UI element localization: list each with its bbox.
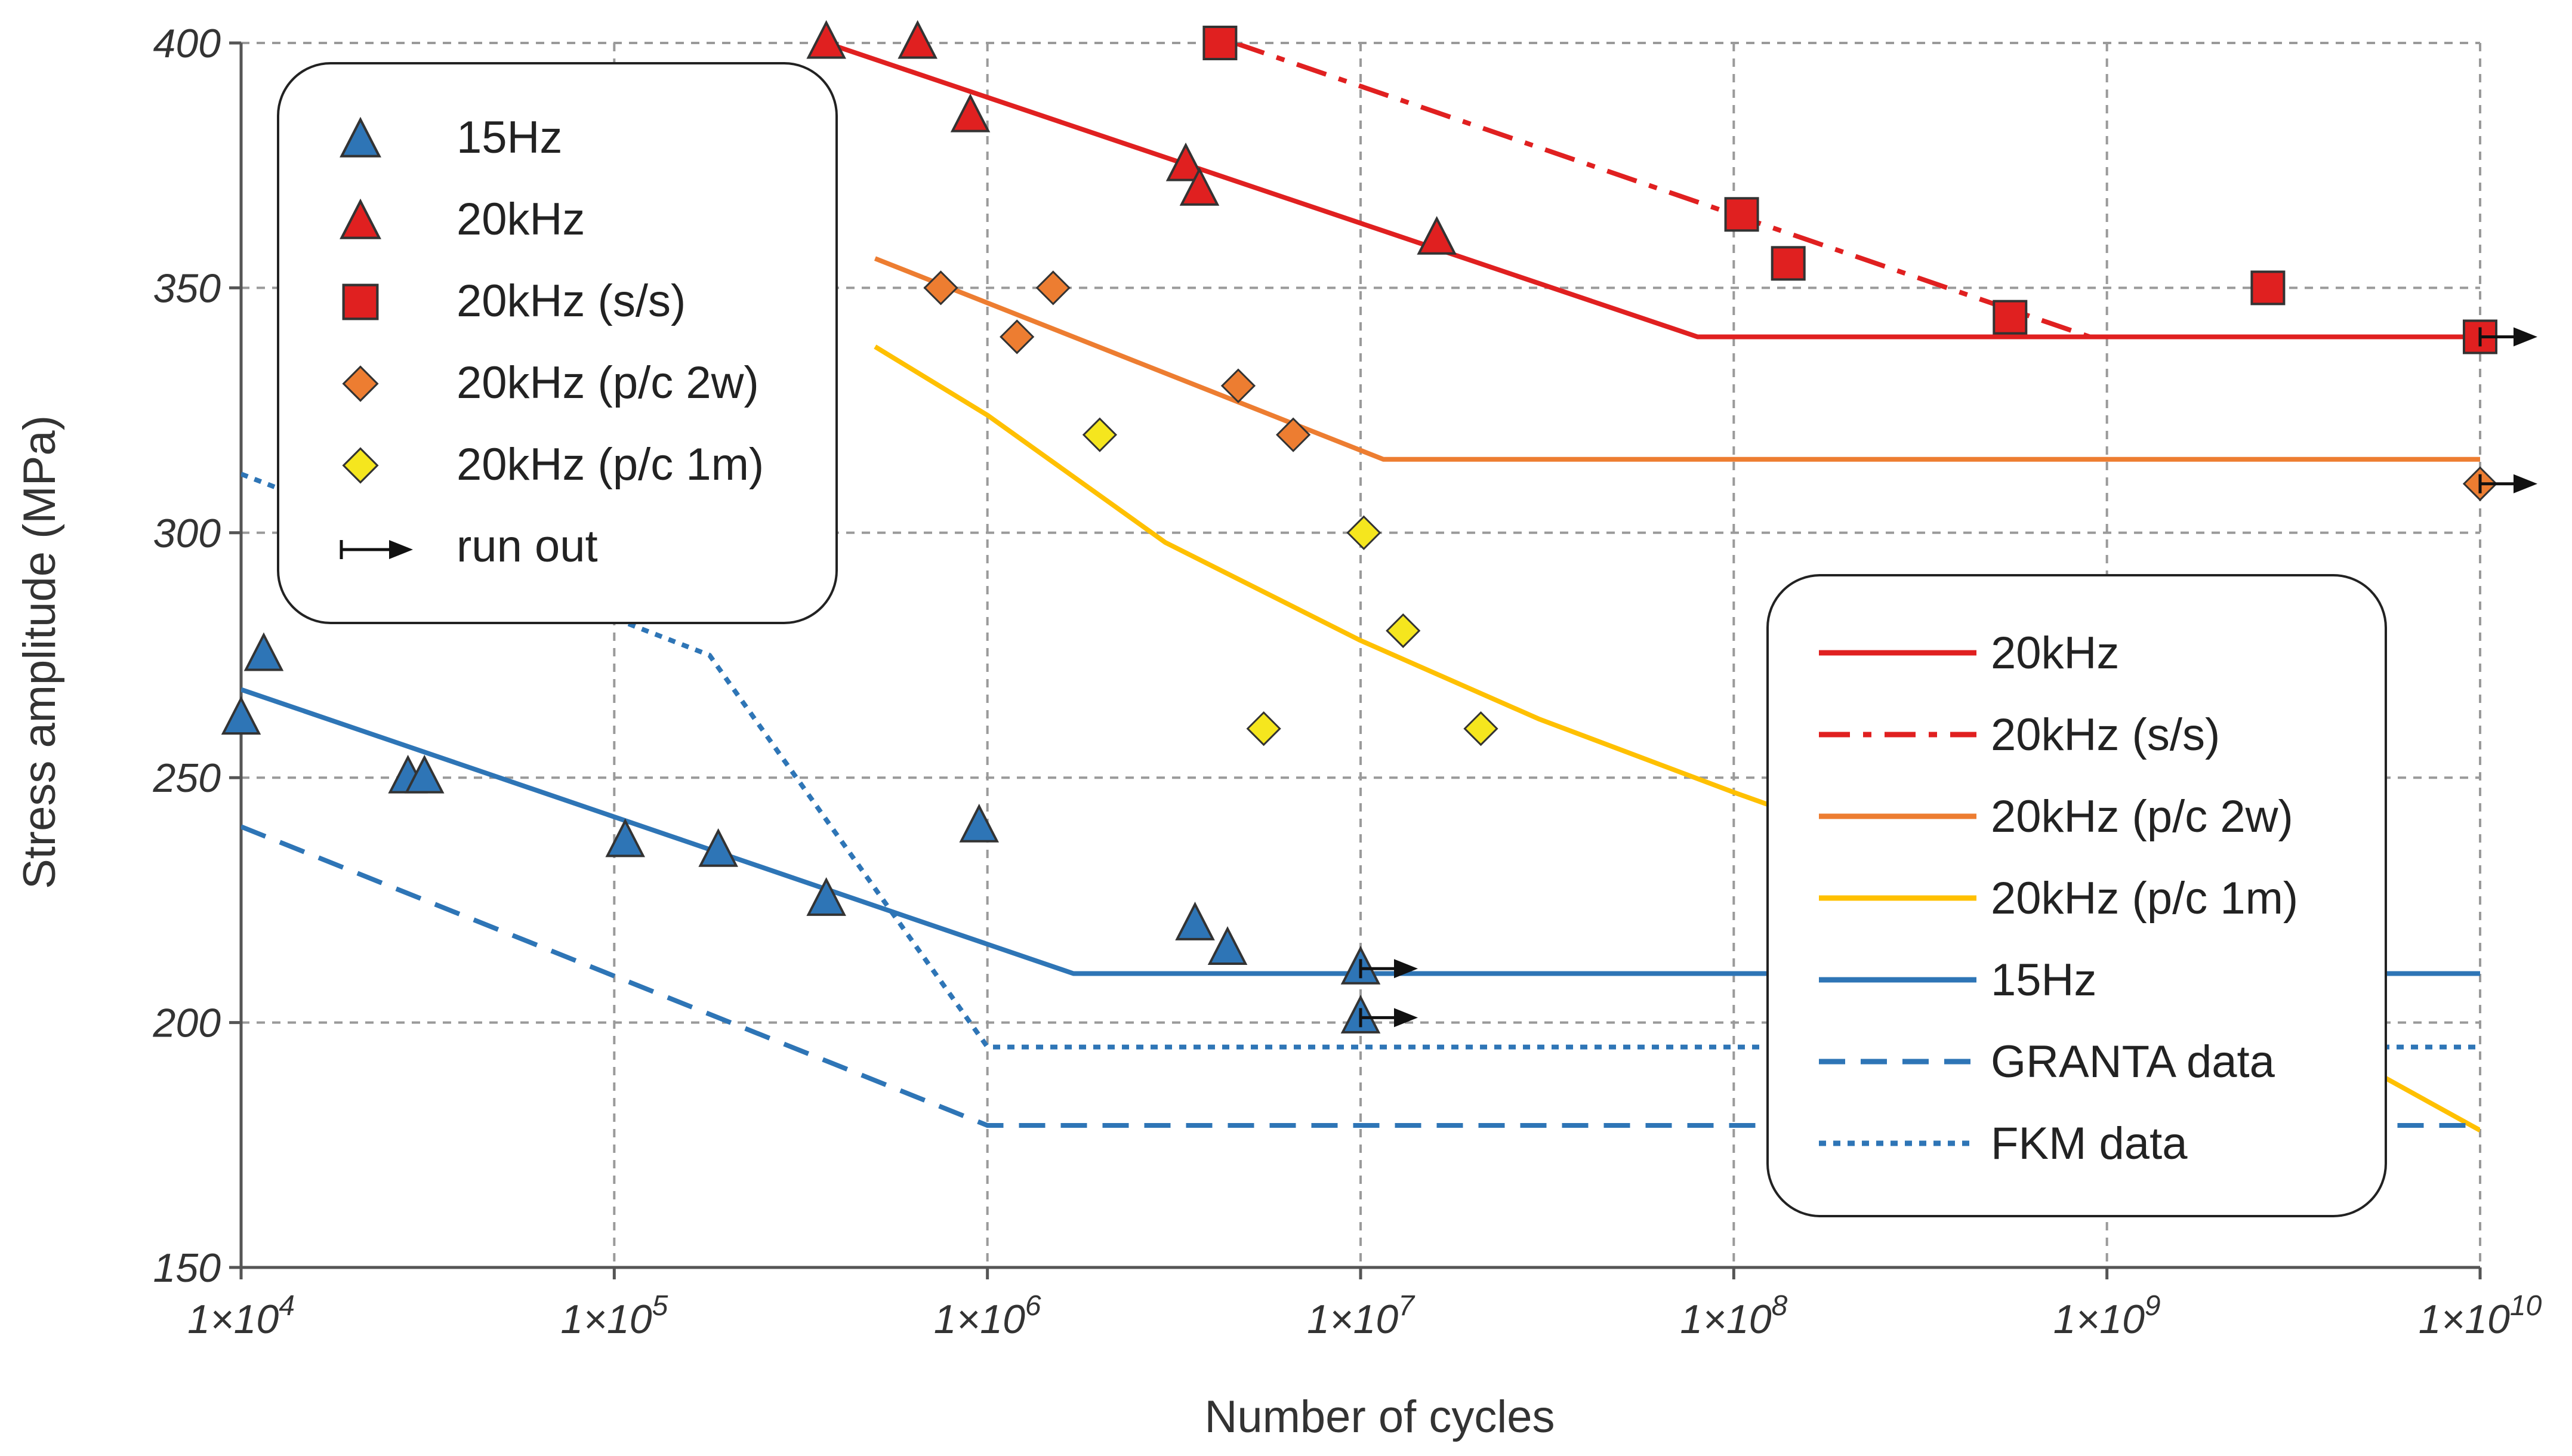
- x-tick-label: 1×107: [1307, 1290, 1415, 1342]
- legend-label: run out: [457, 521, 598, 572]
- point-20khz-s-s: [1993, 300, 2028, 335]
- point-20khz-s-s: [1202, 26, 1238, 60]
- legend-marker-20khz-p-c-1m: [342, 447, 379, 484]
- y-tick-label: 300: [153, 511, 221, 556]
- run-out-head: [1394, 959, 1418, 979]
- legend-lines: 20kHz 20kHz (s/s) 20kHz (p/c 2w) 20kHz (p/c…: [1766, 574, 2387, 1217]
- x-tick-base: 1×10: [187, 1297, 279, 1342]
- legend-marker-15hz: [340, 116, 381, 158]
- point-15hz: [1175, 902, 1215, 940]
- point-15hz: [698, 828, 738, 867]
- run-out-arrows: [1359, 327, 2537, 1028]
- y-tick-label: 200: [153, 1001, 221, 1046]
- y-tick-label: 150: [153, 1245, 221, 1291]
- point-15hz: [404, 754, 445, 794]
- y-tick-label: 250: [153, 755, 221, 801]
- point-15hz: [959, 803, 1000, 843]
- point-20khz-s-s: [1771, 246, 1806, 281]
- point-15hz: [1207, 926, 1248, 965]
- legend-label: FKM data: [1991, 1118, 2188, 1169]
- point-20khz-p-c-1m: [1246, 711, 1281, 746]
- run-out-arrow: [1359, 1008, 1418, 1028]
- point-20khz-p-c-1m: [1386, 613, 1421, 649]
- legend-markers: 15Hz 20kHz 20kHz (s/s) 20kHz (p/c 2w) 20kHz …: [277, 62, 838, 624]
- line-20khz-p-c-2w: [874, 256, 2480, 462]
- point-20khz: [1179, 166, 1220, 206]
- run-out-head: [2514, 474, 2537, 493]
- y-axis-title: Stress amplitude (MPa): [14, 415, 65, 889]
- point-20khz-p-c-1m: [1346, 515, 1381, 550]
- run-out-head: [2514, 327, 2537, 347]
- point-20khz-p-c-2w: [1035, 270, 1071, 306]
- line-20khz: [825, 43, 2480, 340]
- legend-label: 20kHz (p/c 2w): [457, 357, 759, 408]
- data-points: [221, 20, 2498, 1034]
- point-20khz-s-s: [1724, 197, 1759, 232]
- x-tick-exponent: 8: [1772, 1290, 1788, 1322]
- legend-label: 15Hz: [457, 112, 562, 163]
- point-20khz: [950, 93, 991, 132]
- x-tick-base: 1×10: [1680, 1297, 1771, 1342]
- point-15hz: [243, 632, 284, 671]
- x-tick-label: 1×109: [2053, 1290, 2161, 1342]
- point-20khz-p-c-2w: [1220, 368, 1256, 403]
- legend-label: 20kHz: [457, 194, 585, 245]
- x-tick-base: 1×10: [934, 1297, 1025, 1342]
- point-15hz: [605, 818, 645, 857]
- run-out-head: [1394, 1008, 1418, 1028]
- point-20khz: [806, 20, 846, 59]
- legend-label: 20kHz (s/s): [1991, 710, 2220, 760]
- legend-label: 20kHz (p/c 1m): [457, 439, 764, 490]
- point-20khz: [1165, 142, 1206, 181]
- point-20khz-p-c-2w: [1000, 319, 1035, 354]
- x-tick-exponent: 9: [2145, 1290, 2161, 1322]
- x-tick-exponent: 7: [1398, 1290, 1415, 1322]
- legend-marker-20khz-s-s: [342, 283, 379, 320]
- point-20khz-p-c-1m: [1463, 711, 1498, 746]
- x-tick-label: 1×104: [187, 1290, 295, 1342]
- point-20khz-s-s: [2250, 270, 2286, 306]
- legend-marker-20khz: [340, 198, 381, 239]
- point-15hz: [806, 877, 846, 916]
- x-tick-exponent: 5: [652, 1290, 668, 1322]
- x-tick-base: 1×10: [2419, 1297, 2510, 1342]
- y-tick-label: 350: [153, 266, 221, 311]
- x-axis-title: Number of cycles: [1204, 1392, 1555, 1442]
- point-20khz-p-c-2w: [923, 270, 958, 306]
- line-20khz-s-s-dashdot: [1233, 43, 2091, 340]
- x-tick-label: 1×105: [560, 1290, 668, 1342]
- legend-label: 20kHz (p/c 2w): [1991, 791, 2293, 842]
- point-20khz-p-c-1m: [1082, 417, 1118, 452]
- x-tick-exponent: 10: [2510, 1290, 2542, 1322]
- run-out-head: [389, 540, 413, 559]
- legend-label: 20kHz (s/s): [457, 276, 686, 326]
- legend-markers-box: [277, 62, 838, 624]
- x-tick-base: 1×10: [2053, 1297, 2145, 1342]
- y-tick-label: 400: [153, 21, 221, 66]
- x-tick-exponent: 4: [279, 1290, 295, 1322]
- point-20khz: [1417, 215, 1457, 255]
- legend-label: 20kHz (p/c 1m): [1991, 873, 2298, 924]
- x-tick-label: 1×108: [1680, 1290, 1787, 1342]
- run-out-arrow: [2478, 327, 2537, 347]
- legend-label: 15Hz: [1991, 955, 2096, 1005]
- x-tick-base: 1×10: [1307, 1297, 1398, 1342]
- x-tick-base: 1×10: [560, 1297, 652, 1342]
- run-out-arrow: [2478, 474, 2537, 493]
- x-tick-label: 1×1010: [2419, 1290, 2542, 1342]
- x-tick-exponent: 6: [1025, 1290, 1041, 1322]
- legend-run-out-arrow: [340, 540, 413, 559]
- legend-marker-20khz-p-c-2w: [342, 365, 379, 402]
- point-20khz: [898, 20, 937, 59]
- legend-label: GRANTA data: [1991, 1037, 2275, 1087]
- legend-lines-box: [1766, 574, 2387, 1217]
- run-out-arrow: [1359, 959, 1418, 979]
- point-15hz: [221, 696, 261, 735]
- legend-label: 20kHz: [1991, 628, 2119, 678]
- point-20khz-p-c-2w: [1276, 417, 1311, 452]
- x-tick-label: 1×106: [934, 1290, 1041, 1342]
